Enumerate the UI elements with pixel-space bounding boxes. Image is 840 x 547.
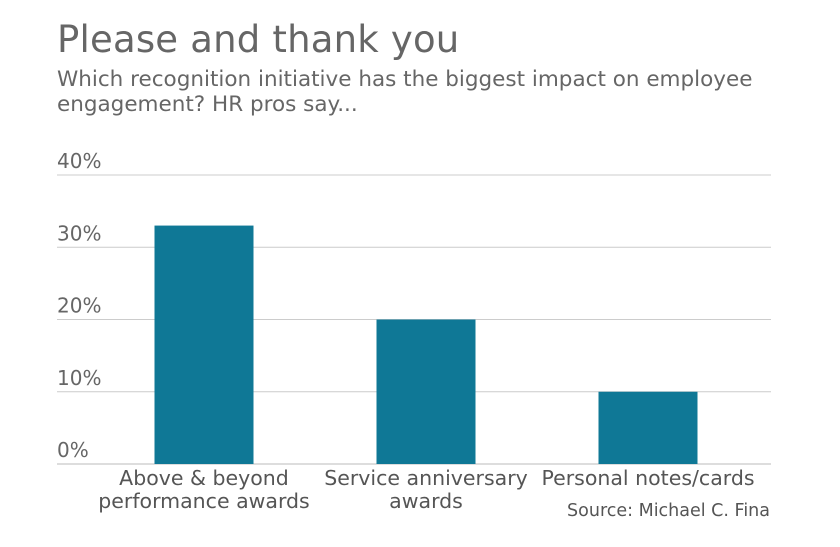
bar	[154, 225, 254, 464]
category-label: performance awards	[98, 489, 309, 513]
bar	[598, 391, 698, 464]
y-tick-label: 40%	[57, 149, 101, 173]
bars	[154, 225, 698, 464]
category-label: awards	[389, 489, 463, 513]
bar	[376, 319, 476, 464]
y-tick-labels: 0% 10% 20% 30% 40%	[57, 149, 101, 462]
chart-title: Please and thank you	[57, 18, 460, 61]
category-label: Above & beyond	[119, 466, 289, 490]
y-tick-label: 0%	[57, 438, 89, 462]
category-label: Service anniversary	[324, 466, 528, 490]
category-label: Personal notes/cards	[541, 466, 754, 490]
chart-subtitle: Which recognition initiative has the big…	[57, 67, 753, 117]
y-tick-label: 10%	[57, 366, 101, 390]
source-note: Source: Michael C. Fina	[567, 501, 770, 521]
y-tick-label: 20%	[57, 294, 101, 318]
y-tick-label: 30%	[57, 221, 101, 245]
